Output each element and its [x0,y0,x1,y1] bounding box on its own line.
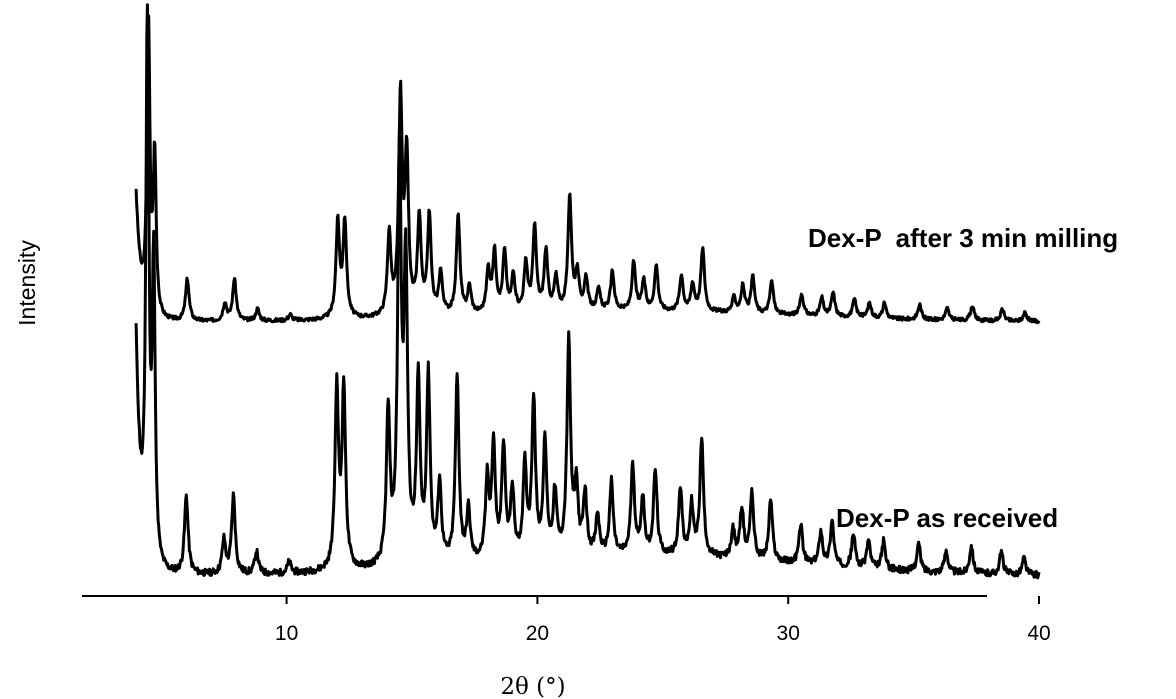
x-tick-label: 30 [777,622,800,645]
series-group [134,3,1041,580]
series-trace-bottom [134,3,1041,580]
x-axis-title: 2θ (°) [500,674,565,699]
series-label-bottom: Dex-P as received [836,503,1058,533]
x-tick-label: 40 [1027,622,1050,645]
y-axis-title: Intensity [14,240,40,326]
x-tick-label: 10 [275,622,298,645]
x-tick-label: 20 [526,622,549,645]
series-label-top: Dex-P after 3 min milling [808,223,1118,253]
series-trace-top [134,14,1041,325]
x-axis-ticks: 10 20 30 40 [275,596,1051,645]
